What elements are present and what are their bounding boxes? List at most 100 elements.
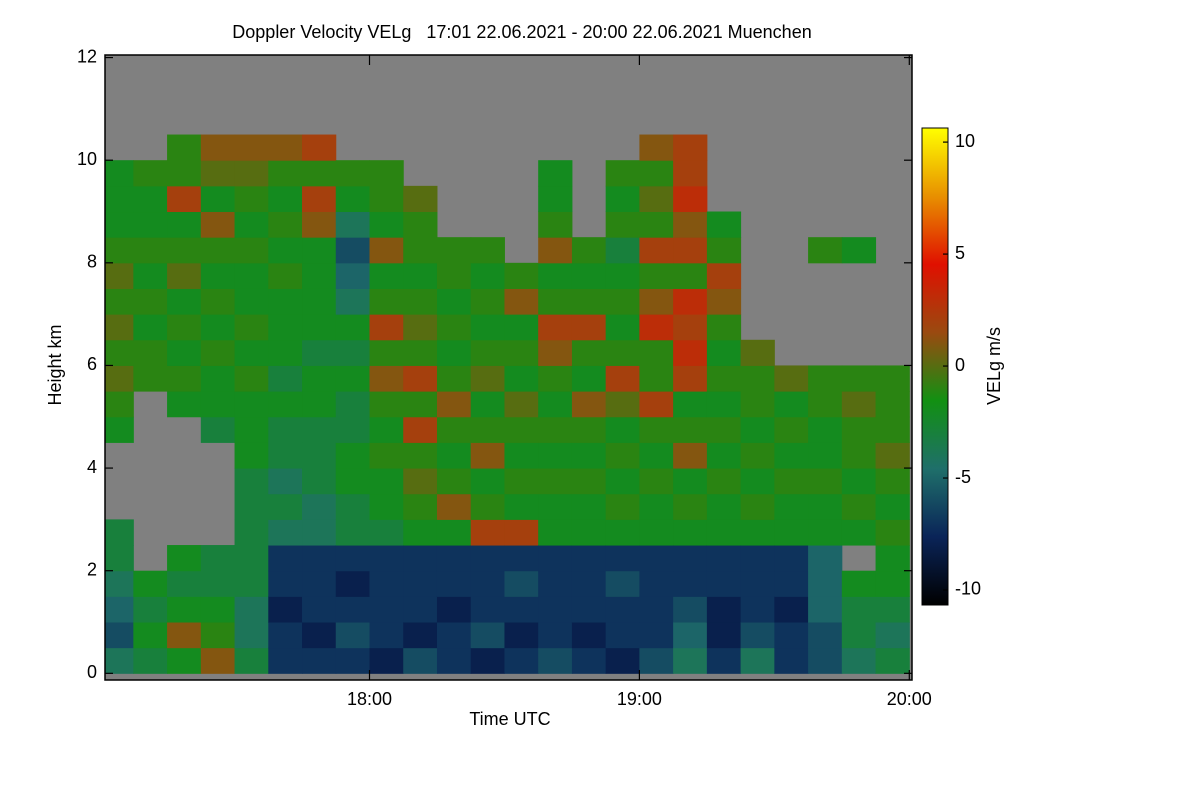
heatmap-cell bbox=[105, 545, 134, 572]
heatmap-cell bbox=[302, 185, 337, 213]
heatmap-cell bbox=[105, 570, 134, 597]
heatmap-cell bbox=[234, 468, 269, 495]
heatmap-cell bbox=[470, 622, 505, 649]
heatmap-cell bbox=[841, 391, 877, 418]
heatmap-cell bbox=[133, 365, 168, 392]
heatmap-cell bbox=[639, 134, 674, 161]
heatmap-cell bbox=[105, 211, 134, 238]
heatmap-cell bbox=[268, 468, 303, 495]
heatmap-cell bbox=[403, 365, 438, 392]
heatmap-cell bbox=[403, 519, 438, 546]
heatmap-cell bbox=[808, 391, 843, 418]
colorbar-tick-label: -10 bbox=[955, 579, 981, 599]
heatmap-cell bbox=[436, 416, 472, 443]
heatmap-cell bbox=[504, 468, 539, 495]
heatmap-cell bbox=[808, 442, 843, 469]
heatmap-cell bbox=[200, 416, 236, 443]
heatmap-cell bbox=[403, 185, 438, 213]
heatmap-cell bbox=[470, 288, 505, 315]
heatmap-cell bbox=[504, 519, 539, 546]
heatmap-cell bbox=[706, 519, 742, 546]
heatmap-cell bbox=[369, 365, 404, 392]
heatmap-cell bbox=[774, 365, 809, 392]
heatmap-cell bbox=[133, 339, 168, 366]
heatmap-cell bbox=[673, 622, 708, 649]
heatmap-cell bbox=[105, 237, 134, 264]
heatmap-cell bbox=[335, 237, 371, 264]
heatmap-cell bbox=[302, 160, 337, 187]
heatmap-cell bbox=[335, 442, 371, 469]
heatmap-cell bbox=[605, 596, 640, 623]
heatmap-cell bbox=[268, 570, 303, 597]
heatmap-cell bbox=[436, 647, 472, 674]
heatmap-cell bbox=[268, 339, 303, 366]
heatmap-cell bbox=[673, 596, 708, 623]
heatmap-cell bbox=[673, 339, 708, 366]
heatmap-cell bbox=[268, 647, 303, 674]
y-tick-label: 10 bbox=[77, 149, 97, 169]
heatmap-cell bbox=[403, 622, 438, 649]
heatmap-cell bbox=[605, 314, 640, 341]
heatmap-cell bbox=[302, 211, 337, 238]
heatmap-cell bbox=[538, 314, 573, 341]
heatmap-cell bbox=[234, 185, 269, 213]
heatmap-cell bbox=[268, 365, 303, 392]
heatmap-cell bbox=[302, 288, 337, 315]
heatmap-cell bbox=[335, 647, 371, 674]
heatmap-cell bbox=[470, 468, 505, 495]
heatmap-cell bbox=[369, 545, 404, 572]
heatmap bbox=[105, 134, 910, 674]
heatmap-cell bbox=[105, 314, 134, 341]
heatmap-cell bbox=[167, 185, 202, 213]
heatmap-cell bbox=[740, 622, 775, 649]
colorbar-tick-label: 10 bbox=[955, 131, 975, 151]
heatmap-cell bbox=[403, 468, 438, 495]
heatmap-cell bbox=[706, 339, 742, 366]
heatmap-cell bbox=[268, 237, 303, 264]
heatmap-cell bbox=[369, 211, 404, 238]
heatmap-cell bbox=[808, 493, 843, 520]
heatmap-cell bbox=[470, 519, 505, 546]
heatmap-cell bbox=[740, 519, 775, 546]
heatmap-cell bbox=[133, 647, 168, 674]
heatmap-cell bbox=[436, 442, 472, 469]
heatmap-cell bbox=[369, 647, 404, 674]
heatmap-cell bbox=[403, 288, 438, 315]
heatmap-cell bbox=[706, 596, 742, 623]
heatmap-cell bbox=[268, 185, 303, 213]
heatmap-cell bbox=[302, 391, 337, 418]
heatmap-cell bbox=[200, 185, 236, 213]
heatmap-cell bbox=[706, 262, 742, 289]
heatmap-cell bbox=[268, 416, 303, 443]
heatmap-cell bbox=[369, 391, 404, 418]
heatmap-cell bbox=[335, 262, 371, 289]
heatmap-cell bbox=[706, 468, 742, 495]
heatmap-cell bbox=[808, 365, 843, 392]
heatmap-cell bbox=[538, 339, 573, 366]
heatmap-cell bbox=[605, 622, 640, 649]
heatmap-cell bbox=[302, 237, 337, 264]
heatmap-cell bbox=[706, 391, 742, 418]
colorbar-tick-label: 5 bbox=[955, 243, 965, 263]
heatmap-cell bbox=[774, 519, 809, 546]
heatmap-cell bbox=[234, 160, 269, 187]
heatmap-cell bbox=[875, 519, 910, 546]
heatmap-cell bbox=[774, 493, 809, 520]
heatmap-cell bbox=[133, 622, 168, 649]
heatmap-cell bbox=[403, 262, 438, 289]
heatmap-cell bbox=[808, 596, 843, 623]
heatmap-cell bbox=[706, 622, 742, 649]
heatmap-cell bbox=[234, 314, 269, 341]
heatmap-cell bbox=[504, 339, 539, 366]
heatmap-cell bbox=[268, 442, 303, 469]
heatmap-cell bbox=[200, 647, 236, 674]
heatmap-cell bbox=[200, 134, 236, 161]
heatmap-cell bbox=[639, 339, 674, 366]
heatmap-cell bbox=[673, 262, 708, 289]
heatmap-cell bbox=[639, 622, 674, 649]
heatmap-cell bbox=[302, 442, 337, 469]
heatmap-cell bbox=[774, 622, 809, 649]
heatmap-cell bbox=[706, 647, 742, 674]
heatmap-cell bbox=[200, 365, 236, 392]
